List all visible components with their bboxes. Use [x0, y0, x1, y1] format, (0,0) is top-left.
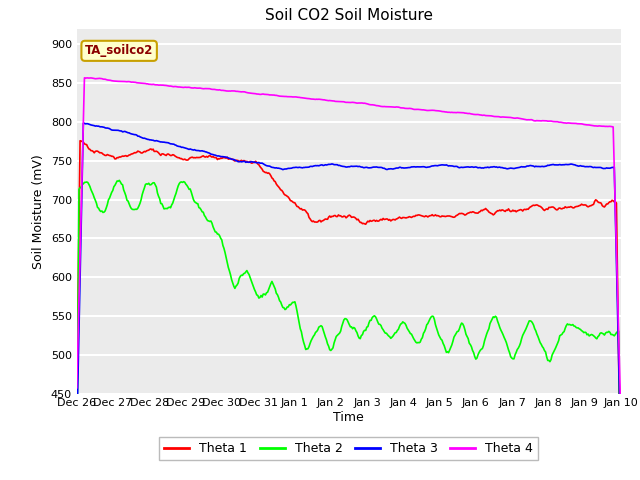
Theta 1: [398, 216, 406, 221]
Line: Theta 3: Theta 3: [77, 123, 621, 454]
Line: Theta 1: Theta 1: [77, 141, 621, 480]
Theta 2: [605, 328, 612, 334]
Legend: Theta 1, Theta 2, Theta 3, Theta 4: Theta 1, Theta 2, Theta 3, Theta 4: [159, 437, 538, 460]
Theta 4: [369, 102, 376, 108]
Theta 1: [336, 213, 344, 219]
Title: Soil CO2 Soil Moisture: Soil CO2 Soil Moisture: [265, 9, 433, 24]
Y-axis label: Soil Moisture (mV): Soil Moisture (mV): [32, 154, 45, 269]
Theta 2: [398, 321, 406, 326]
Theta 1: [76, 138, 84, 144]
Theta 1: [605, 200, 612, 205]
Theta 1: [332, 214, 340, 219]
Theta 3: [520, 164, 527, 170]
Theta 3: [332, 162, 340, 168]
Theta 2: [332, 334, 340, 339]
Theta 3: [79, 120, 87, 126]
Theta 2: [520, 330, 527, 336]
Theta 4: [520, 116, 527, 122]
Theta 2: [115, 178, 123, 183]
Theta 2: [73, 463, 81, 469]
Theta 1: [73, 395, 81, 401]
Theta 3: [73, 430, 81, 436]
Line: Theta 2: Theta 2: [77, 180, 621, 480]
Theta 4: [605, 123, 612, 129]
Theta 4: [336, 98, 344, 104]
Theta 3: [398, 165, 406, 171]
Theta 4: [398, 105, 406, 111]
Theta 3: [617, 451, 625, 457]
Theta 4: [332, 98, 340, 104]
Theta 3: [336, 162, 344, 168]
Theta 4: [81, 75, 88, 81]
Theta 1: [369, 218, 376, 224]
Theta 1: [520, 207, 527, 213]
Theta 3: [605, 165, 612, 171]
Theta 2: [336, 330, 344, 336]
Theta 2: [369, 314, 376, 320]
Theta 4: [73, 385, 81, 391]
Theta 4: [617, 412, 625, 418]
Theta 3: [369, 165, 376, 170]
Line: Theta 4: Theta 4: [77, 78, 621, 415]
X-axis label: Time: Time: [333, 411, 364, 424]
Text: TA_soilco2: TA_soilco2: [85, 44, 154, 57]
